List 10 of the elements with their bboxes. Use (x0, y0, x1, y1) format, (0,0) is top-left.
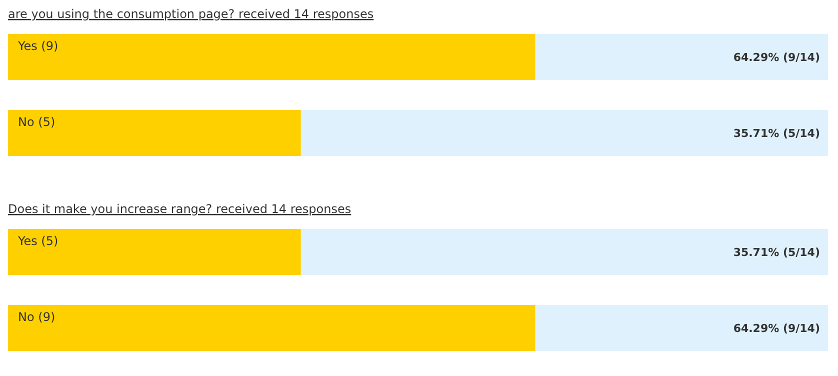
data-label: 35.71% (5/14) (733, 246, 820, 259)
data-label: 35.71% (5/14) (733, 127, 820, 140)
y-tick-label: No (9) (18, 310, 56, 324)
data-label: 64.29% (9/14) (733, 51, 820, 64)
y-tick-label: Yes (5) (17, 234, 58, 248)
data-label: 64.29% (9/14) (733, 322, 820, 335)
y-tick-label: Yes (9) (17, 39, 58, 53)
y-tick-label: No (5) (18, 115, 56, 129)
chart-title: are you using the consumption page? received 14 responses (8, 7, 374, 21)
chart-title: Does it make you increase range? received 14 responses (8, 202, 352, 216)
